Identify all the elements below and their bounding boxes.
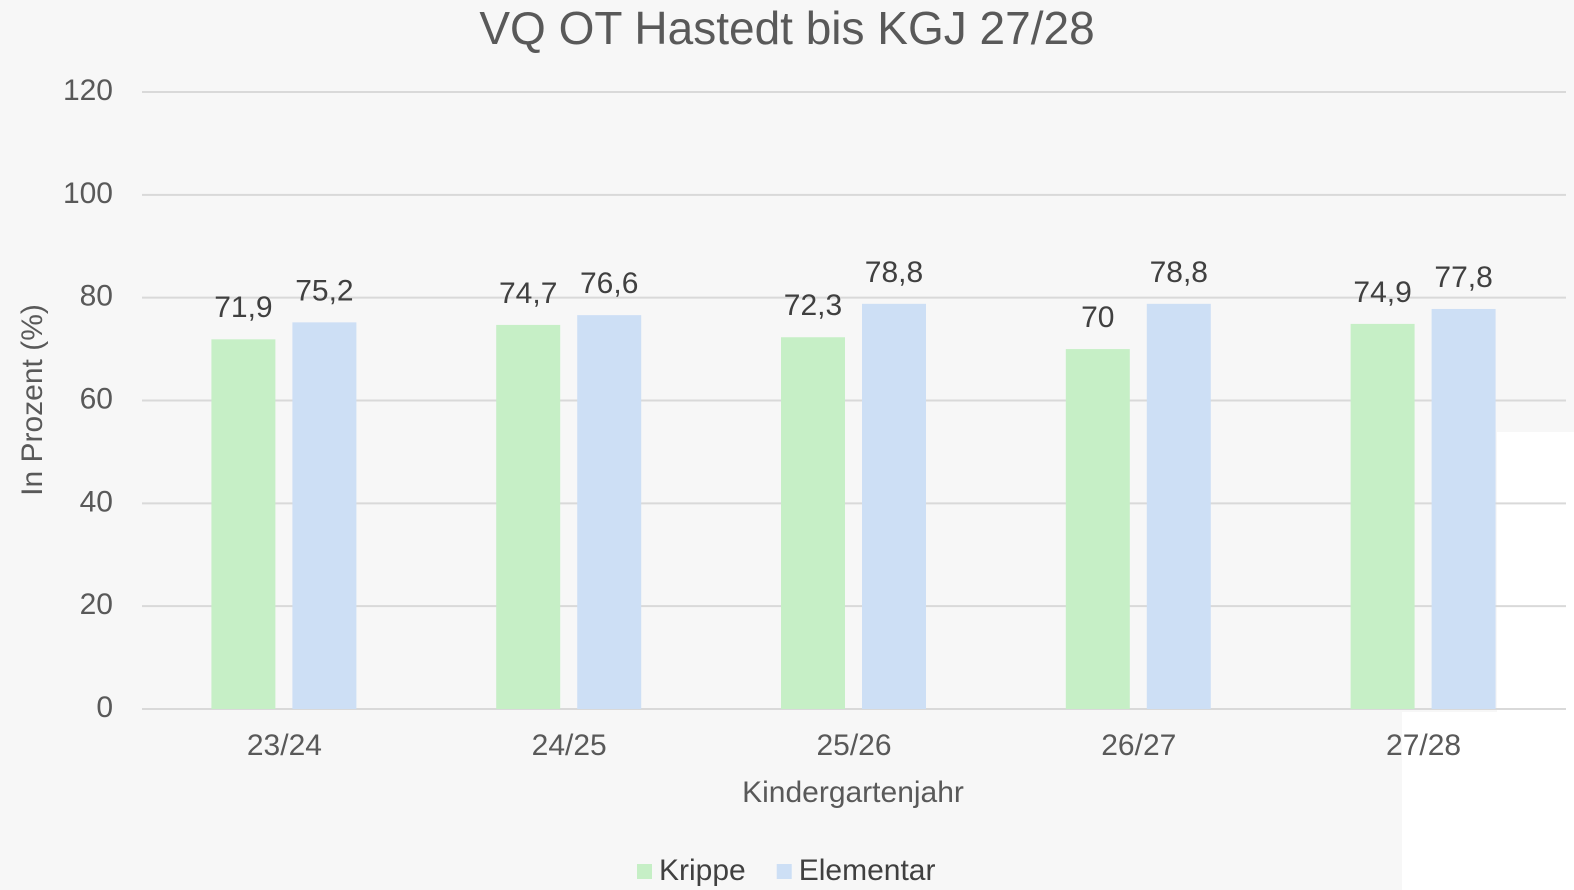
x-tick-label: 24/25 [532,729,607,762]
x-axis-title: Kindergartenjahr [742,776,964,809]
bar [862,304,926,709]
bar [781,337,845,709]
chart: VQ OT Hastedt bis KGJ 27/28 Kindergarten… [0,0,1574,890]
y-tick-label: 80 [80,280,113,313]
legend-swatch [777,864,792,879]
y-tick-label: 40 [80,485,113,518]
y-tick-label: 100 [63,177,113,210]
legend-label: Krippe [659,854,746,887]
data-label: 71,9 [214,291,272,324]
data-label: 74,7 [499,277,557,310]
x-tick-label: 26/27 [1101,729,1176,762]
legend-label: Elementar [799,854,936,887]
y-tick-label: 0 [96,691,113,724]
bar [1432,309,1496,709]
chart-title: VQ OT Hastedt bis KGJ 27/28 [479,2,1094,54]
bar [211,339,275,709]
data-label: 70 [1081,301,1114,334]
data-label: 72,3 [784,289,842,322]
data-label: 74,9 [1353,276,1411,309]
y-tick-label: 60 [80,382,113,415]
x-tick-label: 27/28 [1386,729,1461,762]
data-label: 78,8 [865,256,923,289]
bar [1351,324,1415,709]
data-label: 76,6 [580,267,638,300]
bar [292,322,356,709]
data-label: 77,8 [1434,261,1492,294]
bar [496,325,560,709]
y-axis-title: In Prozent (%) [16,304,49,496]
y-tick-label: 120 [63,74,113,107]
legend-swatch [637,864,652,879]
data-label: 78,8 [1150,256,1208,289]
bar [1147,304,1211,709]
bar [577,315,641,709]
x-tick-label: 25/26 [816,729,891,762]
bar [1066,349,1130,709]
page: VQ OT Hastedt bis KGJ 27/28 Kindergarten… [0,0,1574,890]
x-tick-label: 23/24 [247,729,322,762]
y-tick-label: 20 [80,588,113,621]
data-label: 75,2 [295,274,353,307]
